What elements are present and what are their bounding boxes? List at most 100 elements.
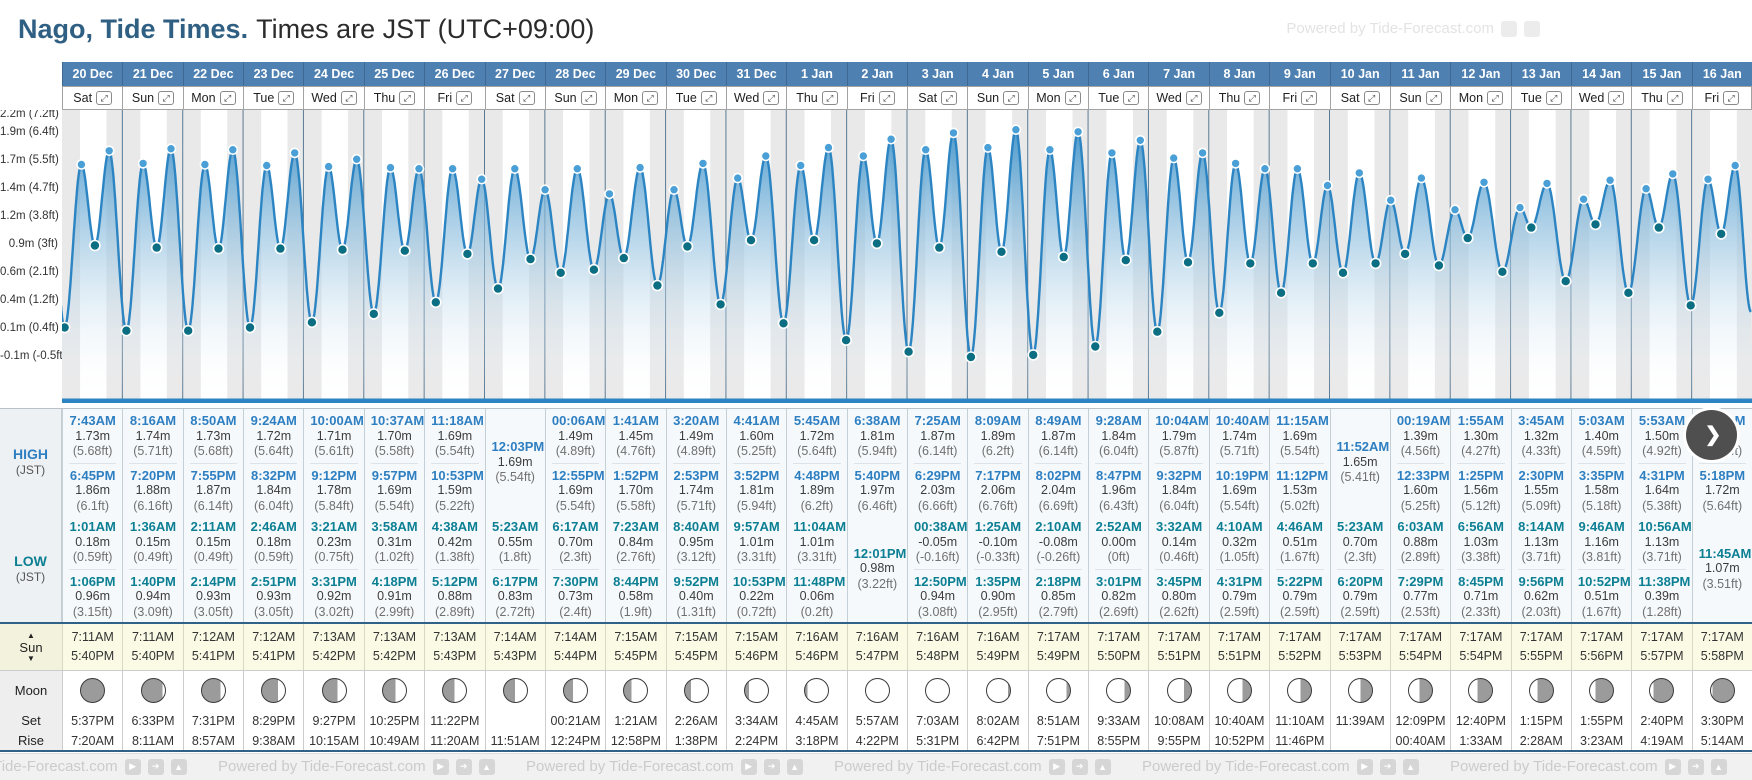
tide-height-m: 0.55m <box>497 534 533 549</box>
moonset-time: 7:31PM <box>182 710 244 731</box>
watermark-icon-2: ▲ <box>1094 758 1111 775</box>
low-tide-dot <box>1496 266 1509 278</box>
date-header: 30 Dec <box>665 62 726 86</box>
expand-day-button[interactable]: ⤢ <box>1363 91 1380 105</box>
low-tide-cell: 1:25AM -0.10m (-0.33ft) 1:35PM 0.90m (2.95ft) <box>967 515 1028 622</box>
expand-day-button[interactable]: ⤢ <box>821 91 838 105</box>
low-tide-dot <box>1151 325 1164 338</box>
sunrise-time: 7:17AM <box>1036 630 1080 644</box>
low-tide-time: 3:45PM <box>1156 573 1202 589</box>
sun-times-cell: 7:17AM 5:54PM <box>1389 624 1451 670</box>
moon-phase-cell <box>1450 671 1511 710</box>
sunset-time: 5:54PM <box>1398 649 1443 663</box>
moonset-time: 10:40AM <box>1208 710 1270 731</box>
tide-height-ft: (5.54ft) <box>435 444 475 458</box>
weekday-cell: Fri ⤢ <box>1269 86 1330 110</box>
tide-chart: 2.2m (7.2ft) 1.9m (6.4ft) 1.7m (5.5ft) 1.4m… <box>0 110 1752 408</box>
expand-day-button[interactable]: ⤢ <box>580 91 597 105</box>
watermark-icon-2: ▲ <box>1710 758 1727 775</box>
date-header: 11 Jan <box>1389 62 1451 86</box>
low-tide-entry: 9:52PM 0.40m (1.31ft) <box>672 568 720 623</box>
expand-day-button[interactable]: ⤢ <box>700 91 717 105</box>
tide-height-m: 0.31m <box>377 534 412 549</box>
expand-day-button[interactable]: ⤢ <box>518 91 535 105</box>
expand-day-button[interactable]: ⤢ <box>1425 91 1442 105</box>
tide-height-ft: (3.09ft) <box>133 604 173 619</box>
weekday-cell: Fri ⤢ <box>424 86 485 110</box>
high-tide-dot <box>165 143 177 155</box>
expand-day-button[interactable]: ⤢ <box>158 91 175 105</box>
date-header: 15 Jan <box>1631 62 1692 86</box>
sun-up-arrow-icon[interactable]: ▲ <box>27 630 35 640</box>
expand-day-button[interactable]: ⤢ <box>1608 91 1625 105</box>
tide-height-ft: (2.59ft) <box>1340 604 1380 619</box>
high-tide-dot <box>920 144 932 156</box>
expand-day-button[interactable]: ⤢ <box>1545 91 1562 105</box>
high-tide-time: 6:38AM <box>854 413 901 428</box>
y-axis-label: 1.4m (4.7ft) <box>0 182 59 194</box>
low-tide-dot <box>1057 251 1070 263</box>
low-tide-entry: 5:23AM 0.70m (2.3ft) <box>1337 515 1384 569</box>
expand-day-button[interactable]: ⤢ <box>1666 91 1683 105</box>
low-tide-entry: 11:38PM 0.39m (1.28ft) <box>1638 568 1691 623</box>
sun-times-cell: 7:12AM 5:41PM <box>182 624 244 670</box>
expand-day-button[interactable]: ⤢ <box>96 91 113 105</box>
sunrise-time: 7:12AM <box>191 630 235 644</box>
next-days-button[interactable]: ❯ <box>1683 407 1740 463</box>
high-tide-dot <box>1168 152 1179 164</box>
high-tide-entry: 9:24AM 1.72m (5.64ft) <box>250 409 297 463</box>
low-tide-entry: 2:14PM 0.93m (3.05ft) <box>189 568 238 623</box>
tide-height-ft: (2.59ft) <box>1219 604 1260 619</box>
moon-phase-cell <box>1510 671 1571 710</box>
high-tide-dot <box>571 163 583 175</box>
high-tide-dot <box>823 142 834 153</box>
y-axis-label: 0.9m (3ft) <box>8 238 58 250</box>
tide-height-m: -0.05m <box>918 534 958 549</box>
expand-day-button[interactable]: ⤢ <box>878 91 895 105</box>
expand-day-button[interactable]: ⤢ <box>1185 91 1202 105</box>
moon-row-label: Moon <box>0 671 62 710</box>
page-title: Nago, Tide Times. Times are JST (UTC+09:0… <box>18 14 594 45</box>
expand-day-button[interactable]: ⤢ <box>340 91 357 105</box>
low-tide-dot <box>1182 256 1194 269</box>
expand-day-button[interactable]: ⤢ <box>1723 91 1740 105</box>
high-tide-time: 10:00AM <box>310 413 364 428</box>
moonrise-time: 11:20AM <box>424 731 485 750</box>
high-tide-entry: 7:20PM 1.88m (6.16ft) <box>129 462 177 516</box>
weekday-label: Sat <box>73 91 93 105</box>
low-tide-time: 11:38PM <box>1638 573 1691 589</box>
tide-height-ft: (1.02ft) <box>374 550 415 564</box>
watermark-text: Powered by Tide-Forecast.com <box>218 758 426 775</box>
sunrise-time: 7:13AM <box>312 630 356 644</box>
expand-day-button[interactable]: ⤢ <box>399 91 416 105</box>
tide-height-ft: (5.94ft) <box>857 444 898 458</box>
watermark-icon-2: ▲ <box>786 758 803 775</box>
expand-day-button[interactable]: ⤢ <box>1123 91 1140 105</box>
moon-phase-cell <box>967 671 1028 710</box>
expand-day-button[interactable]: ⤢ <box>1301 91 1318 105</box>
expand-day-button[interactable]: ⤢ <box>219 91 236 105</box>
high-tide-time: 8:16AM <box>129 413 177 428</box>
low-tide-time: 1:25AM <box>974 519 1022 534</box>
tide-height-m: 0.84m <box>618 534 654 549</box>
low-tide-dot <box>745 234 757 246</box>
expand-day-button[interactable]: ⤢ <box>1003 91 1020 105</box>
sun-down-arrow-icon[interactable]: ▼ <box>27 653 35 663</box>
low-tide-entry: 6:17PM 0.83m (2.72ft) <box>491 568 539 623</box>
expand-day-button[interactable]: ⤢ <box>1064 91 1081 105</box>
sun-times-cell: 7:17AM 5:55PM <box>1510 624 1571 670</box>
expand-day-button[interactable]: ⤢ <box>456 91 473 105</box>
sunrise-time: 7:16AM <box>976 630 1020 644</box>
moonrise-time: 6:42PM <box>967 731 1028 750</box>
low-tide-entry: 11:48PM 0.06m (0.2ft) <box>793 568 845 623</box>
low-tide-dot <box>1715 228 1727 240</box>
expand-day-button[interactable]: ⤢ <box>642 91 659 105</box>
low-tide-entry: 3:58AM 0.31m (1.02ft) <box>371 515 418 569</box>
expand-day-button[interactable]: ⤢ <box>1244 91 1261 105</box>
low-tide-cell: 3:58AM 0.31m (1.02ft) 4:18PM 0.91m (2.99ft) <box>363 515 425 622</box>
low-tide-dot <box>1559 275 1572 287</box>
expand-day-button[interactable]: ⤢ <box>278 91 295 105</box>
expand-day-button[interactable]: ⤢ <box>941 91 958 105</box>
expand-day-button[interactable]: ⤢ <box>1487 91 1504 105</box>
expand-day-button[interactable]: ⤢ <box>763 91 780 105</box>
